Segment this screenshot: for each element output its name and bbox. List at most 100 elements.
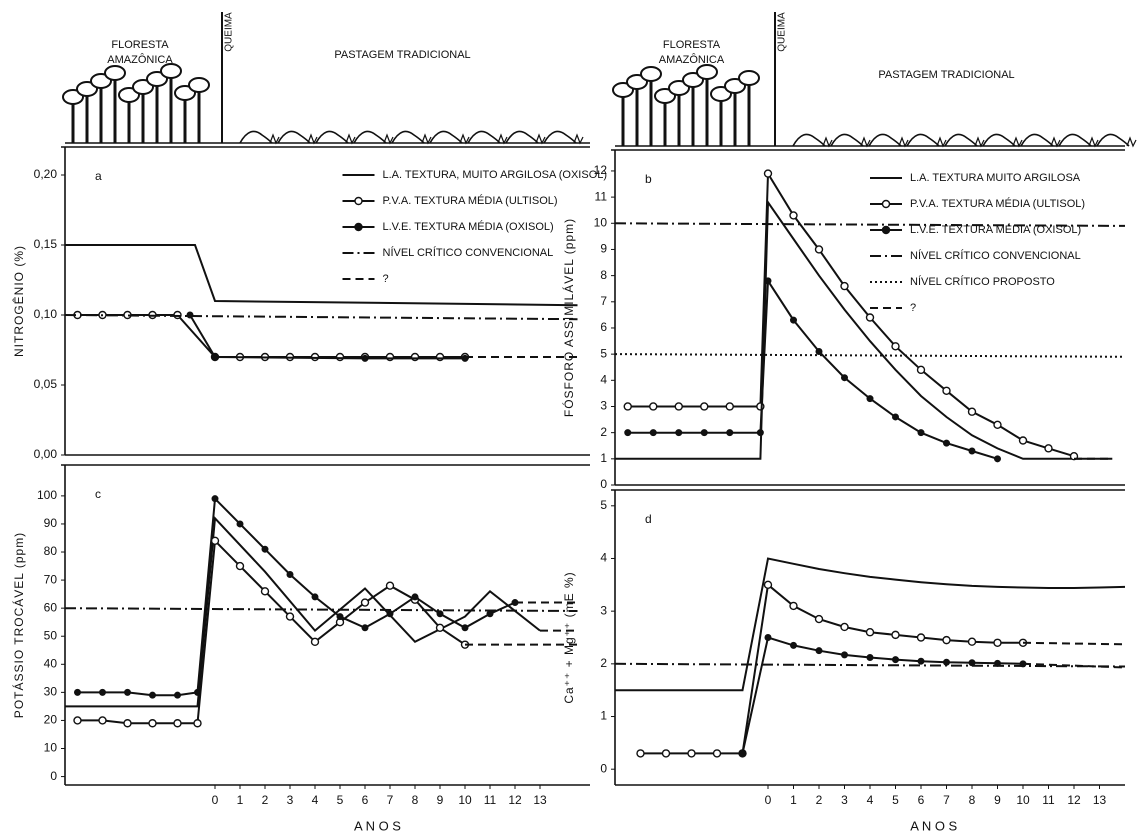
x-tick-label: 5	[892, 793, 899, 807]
legend-marker	[354, 196, 363, 206]
series-line	[77, 314, 465, 358]
x-tick-label: 5	[337, 793, 344, 807]
data-point	[756, 429, 764, 437]
data-point	[866, 654, 874, 662]
y-tick-label: 10	[44, 741, 58, 755]
x-tick-label: 13	[533, 793, 547, 807]
x-tick-label: 11	[1042, 793, 1055, 807]
tree-crown	[640, 66, 662, 82]
data-point	[764, 634, 772, 642]
data-point	[789, 601, 798, 611]
data-point	[993, 420, 1002, 430]
grass	[269, 133, 280, 145]
grass	[1088, 136, 1099, 148]
x-tick-label: 10	[458, 793, 472, 807]
y-tick-label: 3	[600, 399, 607, 413]
grass	[1126, 136, 1137, 148]
data-point	[98, 716, 107, 725]
data-point	[361, 354, 369, 362]
x-tick-label: 4	[867, 793, 874, 807]
pasture	[906, 133, 940, 147]
y-tick-label: 11	[595, 189, 608, 203]
data-point	[148, 719, 157, 728]
data-point	[841, 651, 849, 659]
series-line	[627, 277, 998, 460]
series-line	[64, 314, 578, 321]
data-point	[840, 281, 849, 291]
data-point	[261, 545, 269, 553]
data-point	[211, 353, 219, 361]
data-point	[865, 313, 875, 322]
data-point	[173, 691, 181, 699]
data-point	[840, 622, 849, 632]
pasture	[1096, 133, 1130, 147]
grass	[1050, 136, 1061, 148]
x-tick-label: 3	[287, 793, 294, 807]
y-tick-label: 0,00	[34, 447, 58, 461]
pasture	[1058, 133, 1092, 147]
legend-marker	[881, 199, 891, 209]
y-tick-label: 0	[50, 769, 57, 783]
data-point	[790, 316, 798, 324]
data-point	[148, 691, 156, 699]
series-line	[189, 314, 465, 360]
legend-marker	[354, 222, 363, 232]
data-point	[917, 657, 925, 665]
grass	[421, 133, 432, 145]
y-tick-label: 0,05	[34, 377, 58, 391]
pasture	[277, 130, 311, 144]
data-point	[739, 749, 747, 757]
series-line	[615, 199, 1113, 460]
panel-label: b	[645, 172, 652, 186]
data-point	[674, 402, 683, 411]
data-point	[411, 593, 419, 601]
x-tick-label: 10	[1016, 793, 1030, 807]
y-tick-label: 20	[44, 713, 58, 727]
x-tick-label: 0	[212, 793, 219, 807]
panel-label: d	[645, 512, 652, 526]
y-tick-label: 5	[600, 498, 607, 512]
legend-label: L.A. TEXTURA MUITO ARGILOSA	[910, 172, 1081, 184]
x-tick-label: 8	[969, 793, 976, 807]
y-tick-label: 10	[594, 215, 608, 229]
data-point	[649, 429, 657, 437]
series-line	[614, 662, 1126, 668]
y-tick-label: 9	[600, 242, 607, 256]
grass	[307, 133, 318, 145]
pasture	[467, 130, 501, 144]
data-point	[286, 570, 294, 578]
burn-label: QUEIMA	[777, 12, 788, 52]
x-tick-label: 8	[412, 793, 419, 807]
data-point	[123, 688, 131, 696]
x-tick-label: 12	[508, 793, 522, 807]
legend-label: NÍVEL CRÍTICO CONVENCIONAL	[910, 249, 1081, 262]
y-tick-label: 50	[44, 628, 58, 642]
pasture	[543, 130, 577, 144]
x-tick-label: 13	[1093, 793, 1107, 807]
grass	[860, 136, 871, 148]
grass	[459, 133, 470, 145]
y-tick-label: 12	[594, 163, 608, 177]
x-tick-label: 0	[765, 793, 772, 807]
y-tick-label: 80	[44, 544, 58, 558]
forest-label: FLORESTA	[111, 39, 169, 51]
data-point	[193, 719, 202, 728]
x-tick-label: 6	[362, 793, 369, 807]
data-point	[790, 641, 798, 649]
data-point	[410, 352, 420, 362]
series-line	[614, 353, 1126, 358]
data-point	[435, 352, 445, 362]
data-point	[916, 365, 926, 375]
y-tick-label: 2	[600, 425, 607, 439]
data-point	[712, 749, 722, 758]
series-line	[741, 636, 1024, 754]
data-point	[942, 386, 951, 395]
data-point	[763, 580, 773, 590]
data-point	[1018, 436, 1028, 445]
legend-label: L.A. TEXTURA, MUITO ARGILOSA (OXISOL)	[383, 169, 608, 181]
y-axis-title: POTÁSSIO TROCÁVEL (ppm)	[11, 532, 26, 718]
data-point	[436, 610, 444, 618]
pasture-label: PASTAGEM TRADICIONAL	[334, 49, 470, 61]
x-axis-title: A N O S	[354, 818, 401, 833]
pasture	[1020, 133, 1054, 147]
